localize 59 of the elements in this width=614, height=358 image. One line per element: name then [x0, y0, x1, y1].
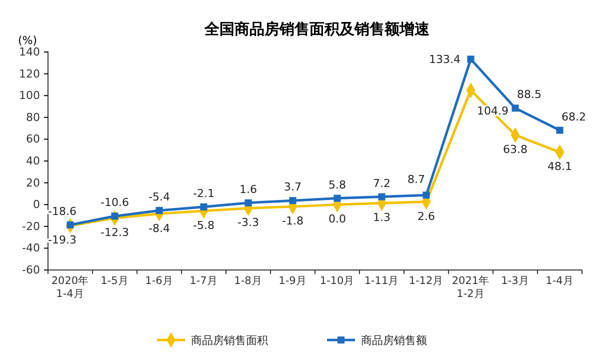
- data-label: 48.1: [548, 160, 572, 174]
- y-tick-label: 140: [19, 46, 40, 59]
- point: [244, 199, 252, 206]
- point: [512, 104, 519, 112]
- point: [289, 197, 296, 204]
- data-label: -5.8: [193, 218, 214, 232]
- y-tick-label: 60: [26, 132, 40, 146]
- y-tick-label: -20: [22, 220, 40, 233]
- x-tick-label: 1-12月: [408, 275, 444, 287]
- point: [422, 192, 430, 199]
- x-tick-label: 1-9月: [278, 275, 307, 287]
- x-tick-label: 1-6月: [145, 275, 174, 287]
- point: [467, 56, 474, 63]
- y-tick-label: 20: [26, 176, 40, 190]
- data-label: -10.6: [100, 196, 129, 210]
- y-tick-label: -40: [22, 242, 40, 255]
- y-tick-label: 120: [19, 67, 40, 80]
- data-label: -1.8: [282, 214, 304, 228]
- data-label: 3.7: [284, 180, 302, 194]
- chart-title: 全国商品房销售面积及销售额增速: [204, 20, 430, 38]
- y-tick-label: 0: [33, 198, 40, 212]
- point: [200, 203, 208, 210]
- data-label: 0.0: [328, 212, 346, 226]
- y-tick-label: 100: [19, 89, 40, 102]
- x-tick-label: 1-3月: [501, 275, 530, 287]
- x-tick-label: 2021年 1-2月: [452, 275, 490, 300]
- x-tick-label: 1-4月: [546, 275, 574, 287]
- x-tick-label: 1-7月: [190, 275, 218, 287]
- point: [378, 193, 386, 200]
- data-label: 1.6: [240, 182, 257, 196]
- data-label: -2.1: [193, 186, 214, 200]
- y-axis-title: (%): [18, 34, 38, 47]
- point: [556, 126, 564, 134]
- data-label: -8.4: [148, 222, 170, 235]
- data-label: 2.6: [418, 210, 435, 223]
- data-label: -18.6: [48, 204, 76, 218]
- x-tick-label: 1-5月: [100, 275, 129, 287]
- legend-label: 商品房销售面积: [191, 334, 268, 347]
- y-tick-label: 40: [26, 154, 40, 168]
- data-label: 88.5: [517, 88, 542, 102]
- data-label: 8.7: [408, 173, 425, 186]
- x-tick-label: 2020年 1-4月: [51, 275, 90, 300]
- data-label: -12.3: [100, 226, 129, 240]
- x-tick-label: 1-10月: [320, 275, 355, 287]
- y-tick-label: 80: [26, 110, 40, 124]
- y-tick-label: -60: [22, 264, 40, 277]
- data-label: 1.3: [373, 211, 390, 224]
- data-label: -5.4: [148, 190, 170, 204]
- data-label: 63.8: [503, 143, 528, 156]
- data-label: -19.3: [48, 234, 76, 247]
- point: [334, 194, 341, 202]
- data-label: 7.2: [373, 176, 390, 190]
- x-tick-label: 1-11月: [364, 275, 400, 287]
- legend-label: 商品房销售额: [361, 334, 427, 347]
- data-label: 5.8: [328, 178, 346, 192]
- data-label: 133.4: [429, 53, 460, 66]
- x-tick-label: 1-8月: [234, 275, 262, 287]
- data-label: 68.2: [562, 110, 586, 124]
- data-label: -3.3: [238, 216, 259, 230]
